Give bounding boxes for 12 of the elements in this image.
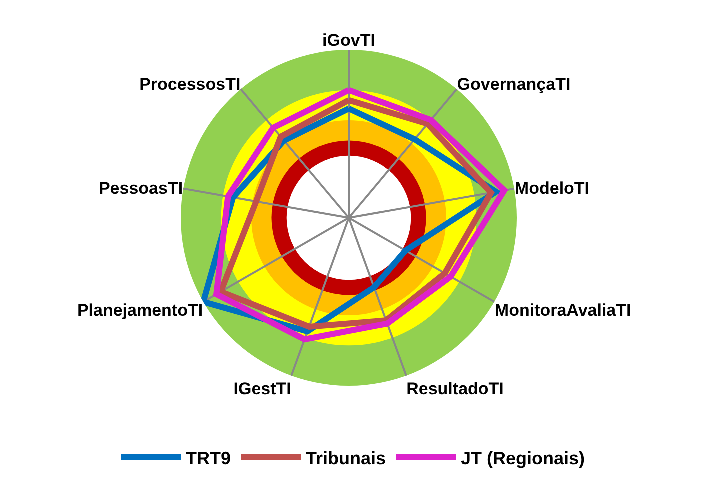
spoke-label: ModeloTI [514,179,590,198]
spoke-label: ProcessosTI [140,75,241,94]
legend-label: Tribunais [306,448,386,468]
spoke-label: ResultadoTI [406,379,504,398]
spoke-label: PessoasTI [98,179,184,198]
spoke-label: GovernançaTI [457,75,571,94]
legend-label: TRT9 [186,448,231,468]
spoke-label: IGestTI [234,379,292,398]
spoke-label: PlanejamentoTI [77,300,204,320]
legend-label: JT (Regionais) [461,448,586,468]
spoke-label: MonitoraAvaliaTI [494,300,632,320]
spoke-label: iGovTI [322,31,376,50]
